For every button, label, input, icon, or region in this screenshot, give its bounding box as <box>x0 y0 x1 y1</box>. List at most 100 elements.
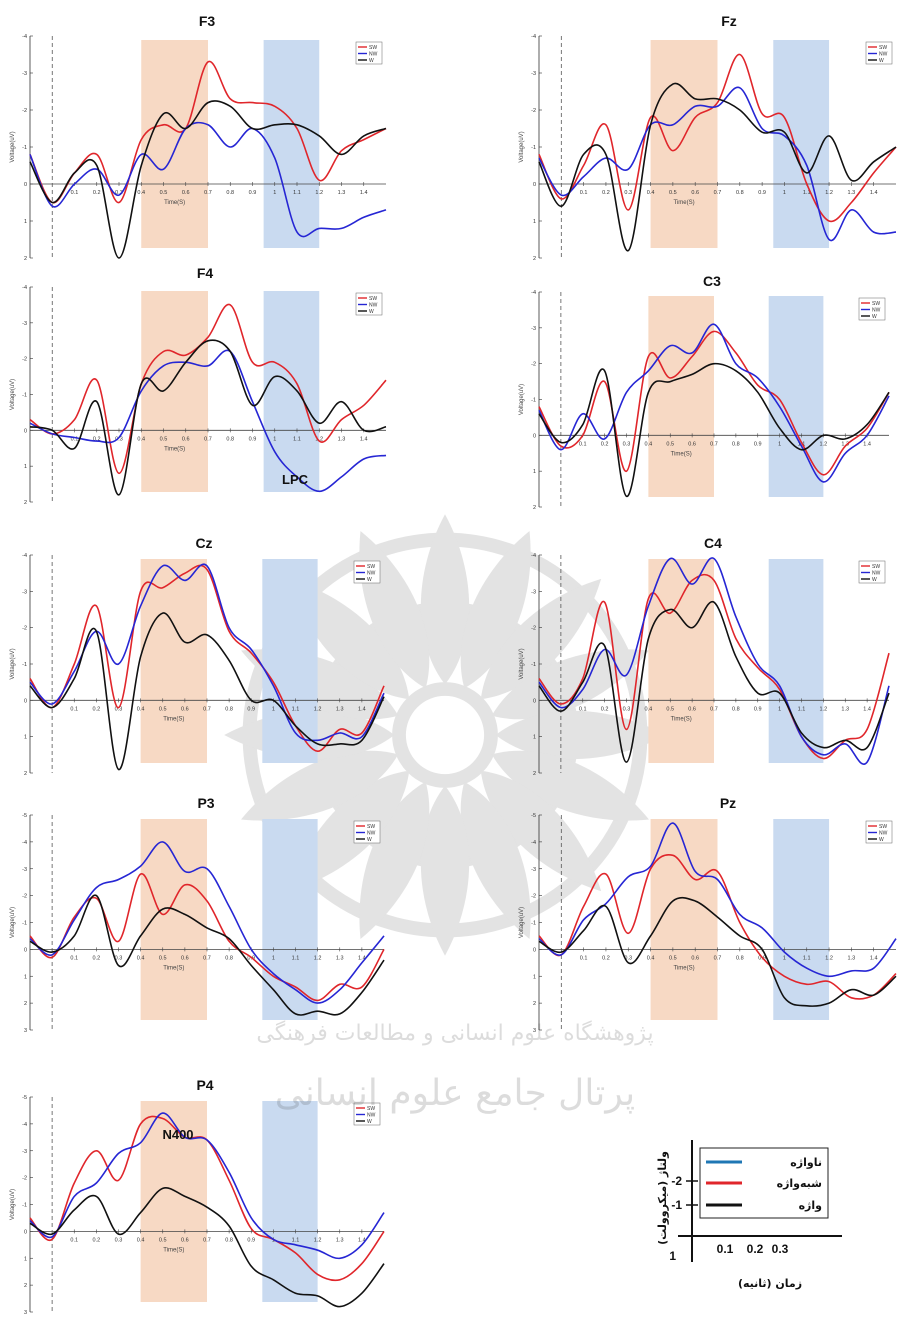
series-line-w <box>538 362 890 498</box>
series-line-nw <box>29 563 385 742</box>
watermark-petal <box>460 531 531 689</box>
y-tick-label: -3 <box>22 321 27 327</box>
x-tick-label: 1.3 <box>841 706 849 712</box>
y-tick-label: -1 <box>531 662 536 668</box>
x-tick-label: 0.8 <box>732 441 740 447</box>
x-tick-label: 0.2 <box>93 190 101 196</box>
x-tick-label: 0.1 <box>580 955 588 961</box>
x-tick-label: 1 <box>778 706 781 712</box>
x-tick-label: 0.9 <box>247 706 255 712</box>
series-line-nw <box>29 841 385 1004</box>
lpc-window <box>768 559 824 763</box>
x-tick-label: 1.4 <box>358 1237 366 1243</box>
x-tick-label: 1.3 <box>848 955 856 961</box>
n400-window <box>650 819 718 1020</box>
legend-label-nw: NW <box>369 51 378 57</box>
y-tick-label: 1 <box>533 219 536 225</box>
x-tick-label: 0.3 <box>115 955 123 961</box>
x-tick-label: 0.5 <box>666 441 674 447</box>
y-tick-label: -5 <box>22 1095 27 1101</box>
x-tick-label: 0.8 <box>226 436 234 442</box>
x-tick-label: 0.2 <box>601 706 609 712</box>
y-tick-label: 1 <box>24 735 27 741</box>
x-tick-label: 1.3 <box>848 190 856 196</box>
legend-label-w: W <box>369 309 374 315</box>
x-axis-label: Time(S) <box>163 1247 184 1253</box>
x-tick-label: 0.5 <box>159 1237 167 1243</box>
legend-label-nw: NW <box>367 1112 376 1118</box>
x-tick-label: 0.5 <box>160 190 168 196</box>
y-tick-label: -5 <box>22 813 27 819</box>
y-tick-label: 2 <box>533 505 536 511</box>
x-tick-label: 1 <box>783 955 786 961</box>
y-axis-label: Voltage(uV) <box>519 384 525 415</box>
x-tick-label: 0.8 <box>732 706 740 712</box>
legend-label-nw: NW <box>872 307 881 313</box>
panel-title: F3 <box>199 13 216 29</box>
x-tick-label: 1.4 <box>870 190 878 196</box>
x-tick-label: 0.2 <box>93 1237 101 1243</box>
y-tick-label: 0 <box>24 428 27 434</box>
y-tick-label: 0 <box>533 698 536 704</box>
key-box: ناواژه شبه‌واژه واژه -2 -1 1 0.1 0.2 0.3… <box>656 1140 842 1290</box>
x-tick-label: 0.6 <box>181 706 189 712</box>
x-tick-label: 0.6 <box>182 436 190 442</box>
x-tick-label: 1.2 <box>825 190 833 196</box>
x-tick-label: 1.4 <box>358 706 366 712</box>
x-tick-label: 0.6 <box>181 955 189 961</box>
lpc-window <box>262 559 318 763</box>
x-tick-label: 0.5 <box>669 955 677 961</box>
y-tick-label: -1 <box>531 398 536 404</box>
n400-window <box>140 819 207 1020</box>
series-line-nw <box>29 1112 385 1260</box>
y-tick-label: 0 <box>533 182 536 188</box>
watermark-line-1: پژوهشگاه علوم انسانی و مطالعات فرهنگی <box>256 1020 653 1046</box>
series-line-sw <box>538 573 890 760</box>
series-line-sw <box>29 61 387 204</box>
x-tick-label: 1.4 <box>358 955 366 961</box>
x-tick-label: 1.2 <box>820 441 828 447</box>
x-tick-label: 0.4 <box>137 1237 145 1243</box>
legend-label-w: W <box>367 837 372 843</box>
series-line-nw <box>538 323 890 483</box>
x-tick-label: 1.4 <box>863 706 871 712</box>
panel-title: Cz <box>195 535 212 551</box>
y-tick-label: -3 <box>531 71 536 77</box>
y-tick-label: 2 <box>24 1283 27 1289</box>
watermark-petal <box>420 785 470 956</box>
y-tick-label: 2 <box>24 1001 27 1007</box>
panel-p3: -5 -4 -3 -2 -1 0 1 2 3 Voltage(uV) 0.1 0.2 0.3 0.4 0.5… <box>10 795 385 1034</box>
legend-label-w: W <box>872 577 877 583</box>
legend-label-nw: NW <box>879 51 888 57</box>
legend-label-sw: SW <box>872 564 880 570</box>
x-tick-label: 0.2 <box>602 190 610 196</box>
x-axis-label: Time(S) <box>673 200 694 206</box>
x-tick-label: 1.2 <box>820 706 828 712</box>
y-tick-label: -2 <box>22 108 27 114</box>
lpc-window <box>262 819 318 1020</box>
x-tick-label: 0.3 <box>115 436 123 442</box>
legend-label-sw: SW <box>369 45 377 51</box>
lpc-window <box>262 1101 318 1302</box>
series-line-sw <box>538 330 890 476</box>
n400-window <box>141 40 208 248</box>
panel-title: Fz <box>721 13 737 29</box>
legend-label-nw: NW <box>872 570 881 576</box>
watermark-petal <box>460 781 531 939</box>
x-tick-label: 0.1 <box>70 706 78 712</box>
x-tick-label: 1.1 <box>292 706 300 712</box>
series-line-nw <box>538 86 897 242</box>
x-tick-label: 0.9 <box>754 706 762 712</box>
x-tick-label: 1.1 <box>803 190 811 196</box>
series-line-nw <box>29 349 387 493</box>
x-tick-label: 1.1 <box>293 436 301 442</box>
x-tick-label: 0.1 <box>70 955 78 961</box>
y-tick-label: 1 <box>533 469 536 475</box>
y-tick-label: -4 <box>531 840 536 846</box>
panel-title: C4 <box>704 535 722 551</box>
watermark-petal <box>288 578 410 700</box>
x-tick-label: 0.7 <box>203 955 211 961</box>
x-tick-label: 1.4 <box>360 436 368 442</box>
panel-p4: -5 -4 -3 -2 -1 0 1 2 3 Voltage(uV) 0.1 0.2 0.3 0.4 0.5… <box>10 1077 385 1316</box>
y-tick-label: -1 <box>531 145 536 151</box>
